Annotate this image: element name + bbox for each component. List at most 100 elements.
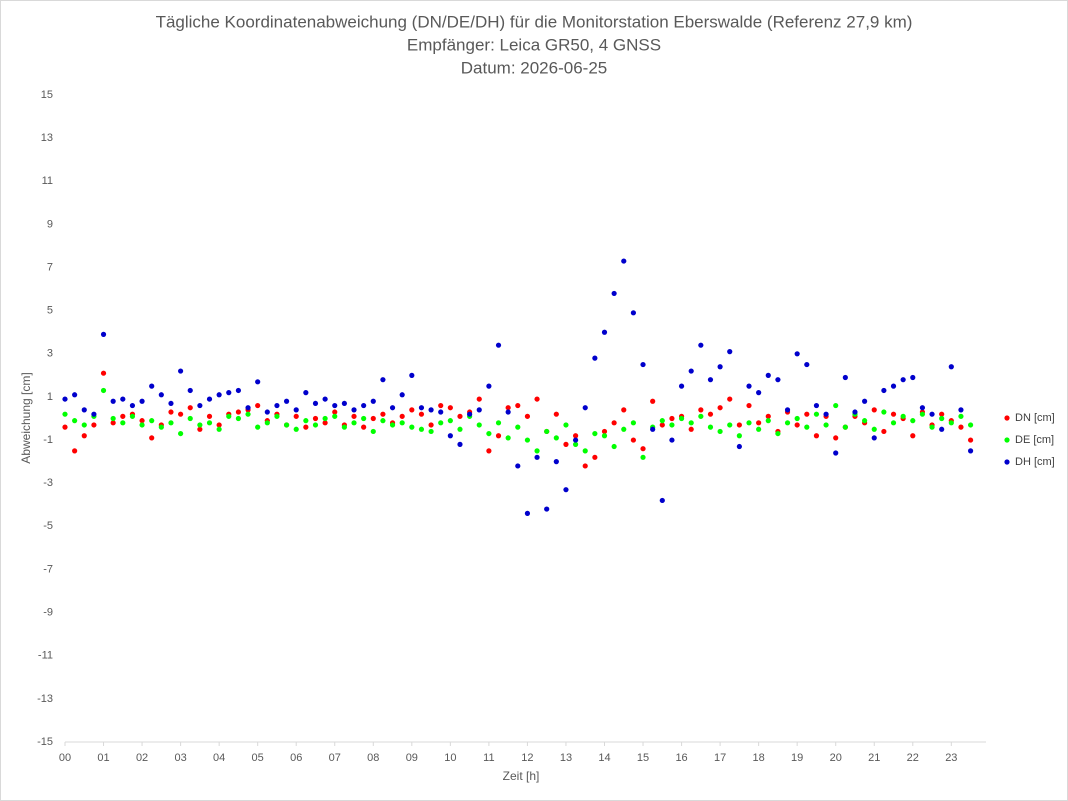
data-point [544, 428, 550, 435]
data-point [640, 361, 646, 368]
data-point [100, 387, 107, 394]
data-point [361, 415, 367, 422]
x-axis-title: Zeit [h] [503, 769, 540, 783]
data-point [669, 422, 675, 428]
data-point [813, 402, 820, 409]
data-point [621, 426, 627, 432]
data-point [62, 396, 68, 402]
chart-title: Tägliche Koordinatenabweichung (DN/DE/DH… [156, 12, 913, 31]
data-point [765, 418, 771, 424]
x-tick-label: 22 [907, 752, 919, 764]
data-point [322, 415, 328, 422]
y-tick-label: 5 [47, 305, 53, 317]
data-point [216, 392, 222, 398]
data-point [630, 310, 636, 316]
data-point [939, 415, 945, 422]
data-point [746, 402, 752, 409]
data-point [592, 430, 598, 437]
data-point [833, 450, 839, 456]
data-point [515, 424, 521, 430]
data-point [717, 428, 723, 435]
data-point [707, 377, 714, 383]
data-point [707, 411, 714, 417]
data-point [717, 364, 723, 370]
data-point [467, 411, 473, 417]
x-tick-label: 09 [406, 752, 418, 764]
y-tick-label: 3 [47, 348, 53, 360]
data-point [890, 420, 897, 426]
data-point [438, 420, 444, 426]
data-point [736, 443, 742, 450]
x-tick-label: 12 [521, 752, 533, 764]
data-point [303, 418, 309, 424]
data-point [129, 413, 136, 419]
data-point [158, 424, 164, 430]
x-tick-label: 21 [868, 752, 880, 764]
data-point [804, 361, 810, 368]
data-point [910, 374, 916, 381]
data-point [168, 420, 174, 426]
y-tick-label: 9 [47, 218, 53, 230]
data-point [389, 405, 396, 411]
data-point [322, 420, 328, 426]
data-point [100, 331, 107, 337]
y-tick-label: -9 [43, 607, 53, 619]
data-point [178, 368, 184, 374]
data-point [862, 418, 868, 424]
data-point [120, 396, 126, 402]
data-point [756, 390, 762, 396]
x-tick-label: 18 [753, 752, 765, 764]
data-point [842, 424, 848, 430]
data-point [120, 420, 126, 426]
data-point [823, 422, 829, 428]
data-point [264, 409, 270, 415]
data-point [784, 407, 791, 413]
chart-subtitle: Datum: 2026-06-25 [461, 58, 607, 77]
data-point [226, 390, 232, 396]
data-point [197, 402, 203, 409]
data-point [370, 415, 376, 422]
x-tick-label: 02 [136, 752, 148, 764]
data-point [871, 435, 877, 441]
x-tick-label: 16 [675, 752, 687, 764]
data-point [235, 387, 242, 394]
data-point [804, 424, 810, 430]
data-point [881, 428, 887, 435]
data-point [380, 418, 386, 424]
data-point [332, 402, 338, 409]
data-point [756, 420, 762, 426]
data-point [833, 435, 839, 441]
data-point [515, 463, 521, 469]
data-point [91, 411, 97, 417]
data-point [929, 411, 935, 417]
data-point [428, 428, 434, 435]
data-point [255, 424, 261, 430]
data-point [727, 349, 733, 355]
y-tick-label: -13 [37, 693, 53, 705]
data-point [919, 405, 926, 411]
data-point [197, 426, 203, 432]
data-point [698, 413, 704, 419]
data-point [727, 422, 733, 428]
y-tick-label: -5 [43, 520, 53, 532]
data-point [813, 433, 820, 439]
data-point [312, 422, 319, 428]
data-point [255, 379, 261, 385]
data-point [457, 413, 463, 419]
data-point [72, 418, 78, 424]
data-point [563, 422, 569, 428]
x-tick-label: 08 [367, 752, 379, 764]
x-tick-label: 03 [174, 752, 186, 764]
y-axis-title: Abweichung [cm] [19, 372, 33, 463]
data-point [332, 413, 338, 419]
data-point [601, 433, 608, 439]
data-point [139, 422, 145, 428]
data-point [495, 433, 502, 439]
data-point [129, 402, 136, 409]
data-point [361, 402, 367, 409]
data-point [476, 407, 482, 413]
legend-label: DE [cm] [1015, 434, 1054, 446]
data-point [919, 411, 926, 417]
data-point [274, 413, 280, 419]
y-tick-label: -11 [38, 650, 53, 662]
